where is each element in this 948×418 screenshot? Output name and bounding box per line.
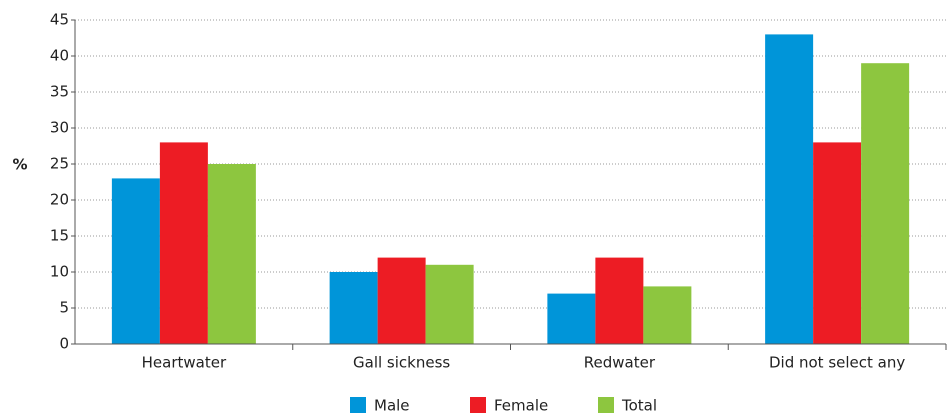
bar [159,142,208,344]
y-tick-label: 45 [50,11,69,29]
legend-swatch [350,397,366,413]
y-tick-label: 35 [50,83,69,101]
y-tick-label: 10 [50,263,69,281]
x-tick-label: Gall sickness [353,354,450,372]
bar [207,164,256,344]
y-tick-label: 40 [50,47,69,65]
y-tick-label: 25 [50,155,69,173]
y-tick-label: 15 [50,227,69,245]
x-tick-label: Redwater [584,354,656,372]
bar [813,142,862,344]
legend-label: Total [621,397,657,415]
bar [595,257,644,344]
bar [329,272,378,344]
x-tick-label: Did not select any [769,354,905,372]
bar [765,34,814,345]
bar [861,63,910,344]
legend-label: Male [374,397,410,415]
y-tick-label: 5 [59,299,69,317]
y-tick-label: 30 [50,119,69,137]
legend-label: Female [494,397,548,415]
y-tick-label: 20 [50,191,69,209]
bar [425,264,474,344]
bar [643,286,692,344]
legend-swatch [470,397,486,413]
y-axis-label: % [12,156,27,174]
legend-swatch [598,397,614,413]
y-tick-label: 0 [59,335,69,353]
bar [547,293,596,344]
x-tick-label: Heartwater [142,354,227,372]
bar [377,257,426,344]
bar [111,178,160,344]
